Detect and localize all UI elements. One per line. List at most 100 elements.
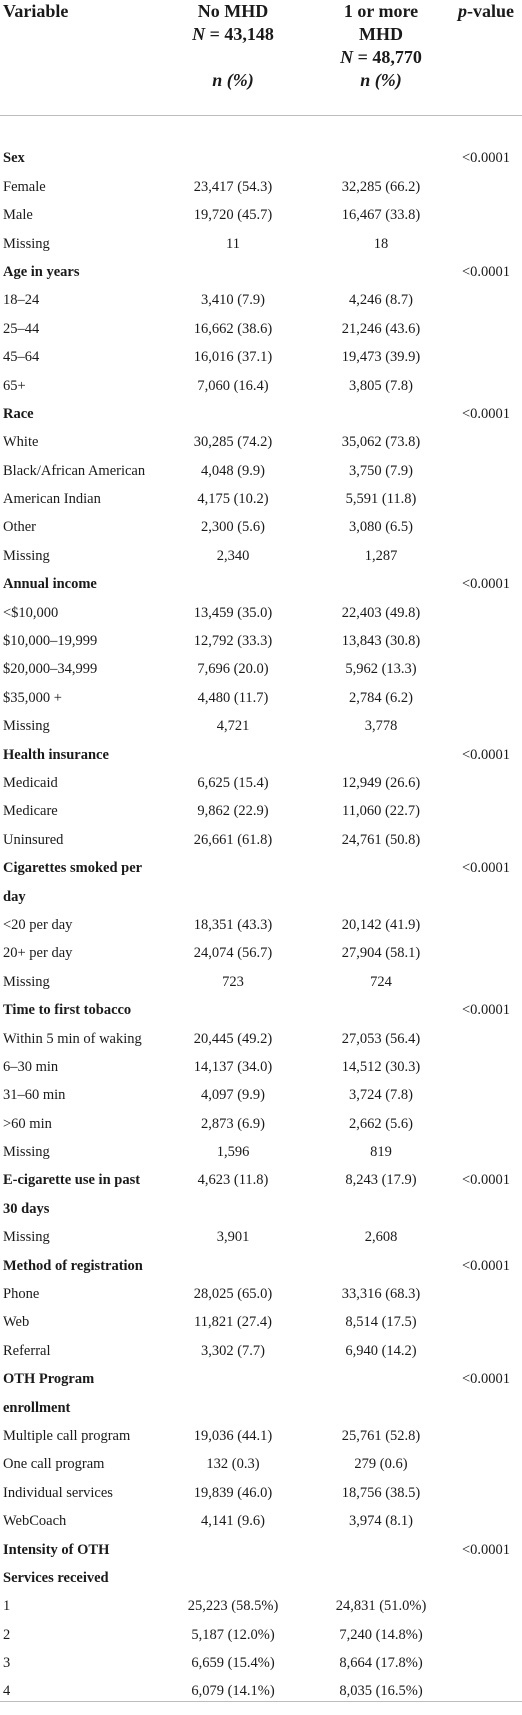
table-row: Referral 3,302 (7.7) 6,940 (14.2) <box>0 1337 522 1365</box>
table-row: 45–64 16,016 (37.1) 19,473 (39.9) <box>0 343 522 371</box>
table-row: Uninsured 26,661 (61.8) 24,761 (50.8) <box>0 826 522 854</box>
row-label: 25–44 <box>3 320 40 337</box>
header-mhd-n-value: = 48,770 <box>353 47 422 67</box>
row-label: day <box>3 888 26 905</box>
cell-mhd: 24,761 (50.8) <box>341 831 421 848</box>
row-label: Medicaid <box>3 774 58 791</box>
cell-mhd: 3,724 (7.8) <box>348 1087 414 1104</box>
cell-no-mhd: 9,862 (22.9) <box>197 803 269 820</box>
cell-mhd: 3,080 (6.5) <box>348 519 414 536</box>
table-row: Male 19,720 (45.7) 16,467 (33.8) <box>0 201 522 229</box>
header-mhd-n: N = 48,770 <box>318 46 444 69</box>
cell-mhd: 819 <box>370 1144 392 1161</box>
row-label: 65+ <box>3 377 26 394</box>
cell-mhd: 8,664 (17.8%) <box>339 1655 423 1672</box>
cell-mhd: 27,904 (58.1) <box>341 945 421 962</box>
cell-no-mhd: 6,625 (15.4) <box>197 774 269 791</box>
cell-no-mhd: 13,459 (35.0) <box>193 604 273 621</box>
cell-no-mhd: 23,417 (54.3) <box>193 178 273 195</box>
row-label: Cigarettes smoked per <box>3 860 143 877</box>
row-label: Web <box>3 1314 30 1331</box>
table-row: Medicare 9,862 (22.9) 11,060 (22.7) <box>0 797 522 825</box>
cell-no-mhd: 11 <box>226 235 240 252</box>
header-mhd: 1 or more MHD N = 48,770 n (%) <box>318 0 444 92</box>
row-label: 45–64 <box>3 349 40 366</box>
cell-pvalue: <0.0001 <box>461 1371 511 1388</box>
row-label: <$10,000 <box>3 604 59 621</box>
header-pvalue-suffix: -value <box>467 1 514 21</box>
table-row: >60 min 2,873 (6.9) 2,662 (5.6) <box>0 1110 522 1138</box>
row-label: Black/African American <box>3 462 146 479</box>
row-label: American Indian <box>3 491 101 508</box>
cell-no-mhd: 26,661 (61.8) <box>193 831 273 848</box>
cell-mhd: 35,062 (73.8) <box>341 434 421 451</box>
row-label: Individual services <box>3 1484 113 1501</box>
header-no-mhd: No MHD N = 43,148 n (%) <box>168 0 298 92</box>
cell-mhd: 32,285 (66.2) <box>341 178 421 195</box>
cell-no-mhd: 24,074 (56.7) <box>193 945 273 962</box>
cell-mhd: 8,035 (16.5%) <box>339 1683 423 1700</box>
row-label: White <box>3 434 39 451</box>
table-row: Other 2,300 (5.6) 3,080 (6.5) <box>0 513 522 541</box>
cell-mhd: 3,974 (8.1) <box>348 1513 414 1530</box>
cell-mhd: 21,246 (43.6) <box>341 320 421 337</box>
cell-mhd: 11,060 (22.7) <box>342 803 420 820</box>
row-label: 30 days <box>3 1200 50 1217</box>
row-label: Health insurance <box>3 746 109 763</box>
cell-no-mhd: 4,623 (11.8) <box>197 1172 269 1189</box>
cell-mhd: 2,608 <box>364 1229 398 1246</box>
table-row: 3 6,659 (15.4%) 8,664 (17.8%) <box>0 1649 522 1677</box>
header-mhd-n-prefix: N <box>340 47 354 67</box>
cell-mhd: 18 <box>373 235 389 252</box>
cell-mhd: 8,514 (17.5) <box>345 1314 417 1331</box>
row-label: Services received <box>3 1569 109 1586</box>
cell-pvalue: <0.0001 <box>461 576 511 593</box>
cell-no-mhd: 6,079 (14.1%) <box>191 1683 275 1700</box>
cell-mhd: 2,784 (6.2) <box>348 689 414 706</box>
table-group-row: Race <0.0001 <box>0 400 522 428</box>
cell-mhd: 5,591 (11.8) <box>345 491 417 508</box>
cell-mhd: 12,949 (26.6) <box>341 774 421 791</box>
row-label: One call program <box>3 1456 105 1473</box>
cell-mhd: 14,512 (30.3) <box>341 1058 421 1075</box>
table-row: 65+ 7,060 (16.4) 3,805 (7.8) <box>0 372 522 400</box>
table-row: Black/African American 4,048 (9.9) 3,750 (… <box>0 457 522 485</box>
table-row: Female 23,417 (54.3) 32,285 (66.2) <box>0 173 522 201</box>
row-label: 18–24 <box>3 292 40 309</box>
table-bottom-rule <box>0 1701 522 1702</box>
header-variable: Variable <box>3 1 69 21</box>
header-mhd-title-2: MHD <box>359 24 403 44</box>
header-no-mhd-unit: n (%) <box>212 70 254 90</box>
cell-no-mhd: 19,036 (44.1) <box>193 1427 273 1444</box>
cell-no-mhd: 25,223 (58.5%) <box>187 1598 279 1615</box>
table-row: $35,000 + 4,480 (11.7) 2,784 (6.2) <box>0 684 522 712</box>
table-group-row: Method of registration <0.0001 <box>0 1252 522 1280</box>
row-label: Time to first tobacco <box>3 1002 132 1019</box>
cell-pvalue: <0.0001 <box>461 1257 511 1274</box>
header-no-mhd-title: No MHD <box>197 1 269 21</box>
table-group-row: E-cigarette use in past 4,623 (11.8) 8,243… <box>0 1166 522 1194</box>
cell-no-mhd: 723 <box>222 973 244 990</box>
cell-pvalue: <0.0001 <box>461 860 511 877</box>
table-group-row: Cigarettes smoked per <0.0001 <box>0 854 522 882</box>
cell-no-mhd: 30,285 (74.2) <box>193 434 273 451</box>
cell-mhd: 8,243 (17.9) <box>345 1172 417 1189</box>
cell-mhd: 724 <box>370 973 392 990</box>
table-row <box>0 116 522 144</box>
cell-no-mhd: 3,302 (7.7) <box>200 1342 266 1359</box>
row-label: E-cigarette use in past <box>3 1172 141 1189</box>
table-row: Missing 4,721 3,778 <box>0 712 522 740</box>
row-label: 20+ per day <box>3 945 73 962</box>
cell-no-mhd: 5,187 (12.0%) <box>191 1626 275 1643</box>
header-mhd-unit: n (%) <box>360 70 402 90</box>
table-row: 25–44 16,662 (38.6) 21,246 (43.6) <box>0 315 522 343</box>
cell-no-mhd: 1,596 <box>216 1144 250 1161</box>
table-row: Missing 11 18 <box>0 230 522 258</box>
header-no-mhd-n-prefix: N <box>192 24 206 44</box>
row-label: Method of registration <box>3 1257 143 1274</box>
cell-no-mhd: 7,696 (20.0) <box>197 661 269 678</box>
cell-mhd: 16,467 (33.8) <box>341 207 421 224</box>
row-label: Medicare <box>3 803 58 820</box>
cell-mhd: 27,053 (56.4) <box>341 1030 421 1047</box>
table-row: $20,000–34,999 7,696 (20.0) 5,962 (13.3) <box>0 655 522 683</box>
